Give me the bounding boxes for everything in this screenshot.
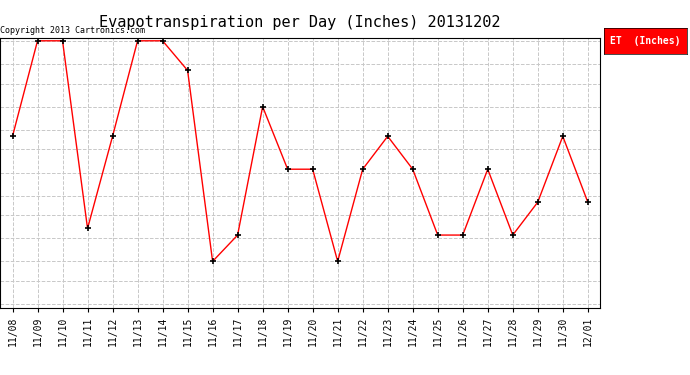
Text: ET  (Inches): ET (Inches) [610, 36, 680, 46]
Text: Copyright 2013 Cartronics.com: Copyright 2013 Cartronics.com [0, 26, 145, 35]
Text: Evapotranspiration per Day (Inches) 20131202: Evapotranspiration per Day (Inches) 2013… [99, 15, 501, 30]
